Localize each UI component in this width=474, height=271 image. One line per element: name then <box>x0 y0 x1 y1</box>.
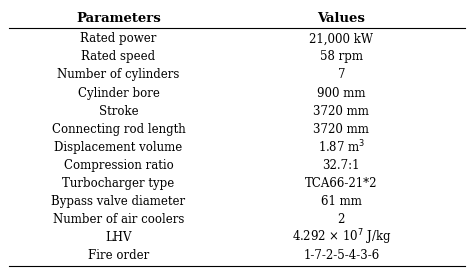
Text: Number of air coolers: Number of air coolers <box>53 213 184 226</box>
Text: 1.87 m$^3$: 1.87 m$^3$ <box>318 139 365 156</box>
Text: 21,000 kW: 21,000 kW <box>309 32 374 45</box>
Text: 3720 mm: 3720 mm <box>313 123 369 136</box>
Text: 58 rpm: 58 rpm <box>320 50 363 63</box>
Text: 4.292 × 10$^7$ J/kg: 4.292 × 10$^7$ J/kg <box>292 228 391 247</box>
Text: LHV: LHV <box>105 231 132 244</box>
Text: Bypass valve diameter: Bypass valve diameter <box>52 195 185 208</box>
Text: Compression ratio: Compression ratio <box>64 159 173 172</box>
Text: 61 mm: 61 mm <box>321 195 362 208</box>
Text: 1-7-2-5-4-3-6: 1-7-2-5-4-3-6 <box>303 249 379 262</box>
Text: Values: Values <box>317 12 365 25</box>
Text: Cylinder bore: Cylinder bore <box>78 86 159 99</box>
Text: Connecting rod length: Connecting rod length <box>52 123 185 136</box>
Text: 2: 2 <box>337 213 345 226</box>
Text: Fire order: Fire order <box>88 249 149 262</box>
Text: 7: 7 <box>337 69 345 82</box>
Text: Turbocharger type: Turbocharger type <box>63 177 174 190</box>
Text: TCA66-21*2: TCA66-21*2 <box>305 177 377 190</box>
Text: Stroke: Stroke <box>99 105 138 118</box>
Text: 32.7:1: 32.7:1 <box>322 159 360 172</box>
Text: 900 mm: 900 mm <box>317 86 365 99</box>
Text: Parameters: Parameters <box>76 12 161 25</box>
Text: Rated speed: Rated speed <box>82 50 155 63</box>
Text: Displacement volume: Displacement volume <box>55 141 182 154</box>
Text: Number of cylinders: Number of cylinders <box>57 69 180 82</box>
Text: 3720 mm: 3720 mm <box>313 105 369 118</box>
Text: Rated power: Rated power <box>80 32 157 45</box>
